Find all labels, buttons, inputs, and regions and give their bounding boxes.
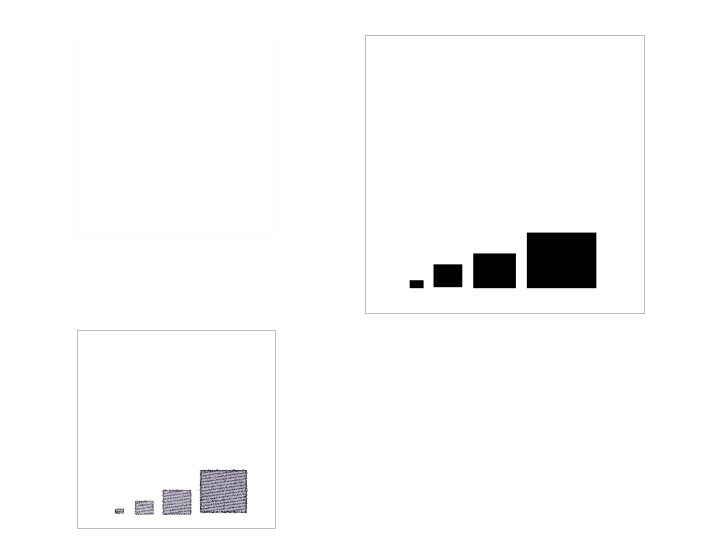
pencil-square-3 [162, 489, 192, 515]
solid-square-3 [473, 253, 516, 289]
solid-square-4 [526, 232, 597, 289]
blank-panel [75, 40, 273, 236]
pencil-square-4 [200, 470, 247, 513]
pencil-sketch-panel [77, 330, 276, 529]
pencil-square-2 [135, 500, 154, 515]
digital-squares-panel [365, 35, 645, 314]
solid-square-1 [409, 280, 424, 289]
digital-squares-svg [409, 232, 597, 289]
solid-square-2 [433, 264, 463, 288]
pencil-squares-svg [115, 470, 247, 515]
pencil-square-1 [115, 508, 124, 514]
